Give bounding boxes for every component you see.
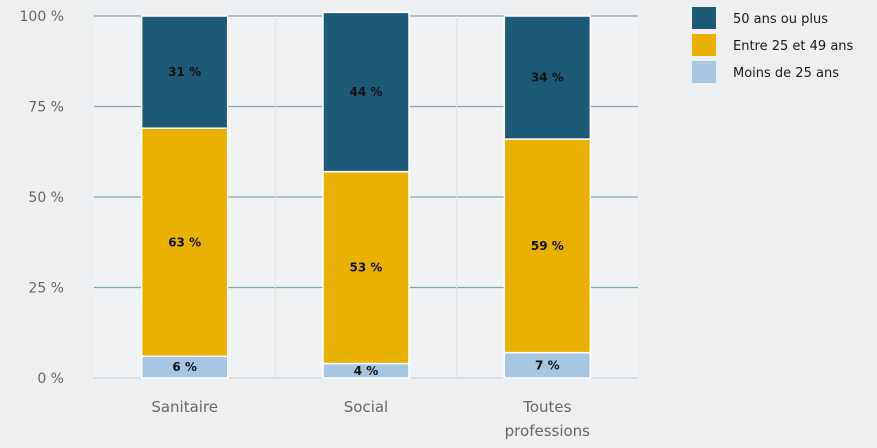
data-label: 63 % <box>168 235 201 249</box>
legend[interactable]: 50 ans ou plus Entre 25 et 49 ans Moins de… <box>692 7 854 83</box>
legend-swatch <box>692 61 716 83</box>
bar-segment <box>140 127 229 358</box>
bar-segment <box>322 11 410 173</box>
legend-label: 50 ans ou plus <box>733 12 828 27</box>
x-tick-label: professions <box>505 422 591 440</box>
data-label: 31 % <box>168 65 201 79</box>
legend-item[interactable]: Moins de 25 ans <box>692 61 839 83</box>
data-label: 59 % <box>531 239 564 253</box>
y-tick-label: 100 % <box>20 9 64 25</box>
legend-swatch <box>692 34 716 56</box>
legend-item[interactable]: Entre 25 et 49 ans <box>692 34 854 56</box>
data-label: 34 % <box>531 71 564 85</box>
y-tick-label: 50 % <box>28 190 64 206</box>
legend-item[interactable]: 50 ans ou plus <box>692 7 828 29</box>
legend-label: Entre 25 et 49 ans <box>733 39 854 54</box>
data-labels: 6 % 63 % 31 % 4 % 53 % 44 % 7 % 59 % 34 % <box>168 65 564 378</box>
y-tick-label: 75 % <box>28 100 64 116</box>
legend-label: Moins de 25 ans <box>733 66 839 81</box>
vertical-grid <box>274 16 458 378</box>
data-label: 7 % <box>535 358 560 372</box>
data-label: 44 % <box>350 85 383 99</box>
bars <box>140 11 592 379</box>
y-axis: 0 % 25 % 50 % 75 % 100 % <box>20 9 64 387</box>
y-tick-label: 0 % <box>37 371 64 387</box>
legend-swatch <box>692 7 716 29</box>
x-tick-label: Sanitaire <box>151 398 218 416</box>
data-label: 53 % <box>350 261 383 275</box>
bar-segment <box>503 351 592 379</box>
bar-segment <box>140 15 229 129</box>
data-label: 6 % <box>172 360 197 374</box>
x-tick-label: Toutes <box>522 398 571 416</box>
x-axis: Sanitaire Social Toutes professions <box>151 398 590 440</box>
y-tick-label: 25 % <box>28 281 64 297</box>
data-label: 4 % <box>354 364 379 378</box>
bar-segment <box>503 138 592 354</box>
bar-segment <box>503 15 592 140</box>
bar-segment <box>322 170 410 365</box>
x-tick-label: Social <box>344 398 388 416</box>
